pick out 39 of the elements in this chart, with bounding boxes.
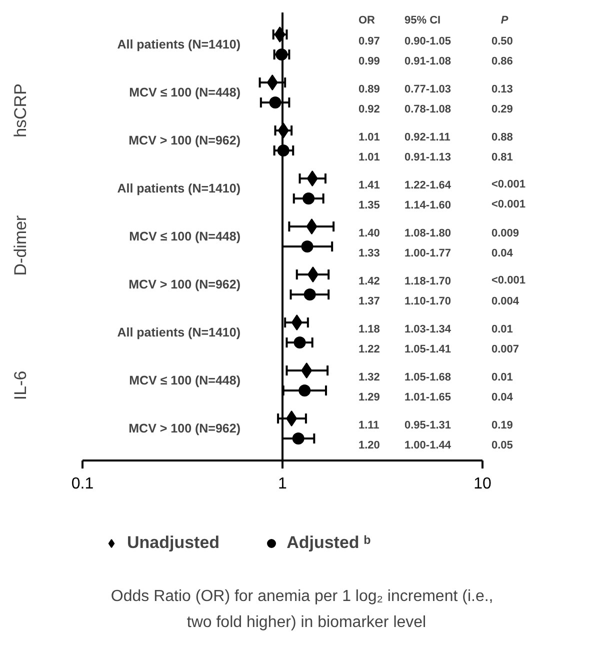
text: 1.18 1.03-1.34 0.01 bbox=[358, 324, 513, 336]
text: 1.41 1.22-1.64 <0.001 bbox=[358, 178, 526, 192]
text: 1.35 1.14-1.60 <0.001 bbox=[358, 198, 526, 212]
y-tick-label: All patients (N=1410) bbox=[117, 38, 241, 52]
text: 1.37 1.10-1.70 0.004 bbox=[358, 296, 520, 308]
text: 1.32 1.05-1.68 0.01 bbox=[358, 372, 513, 384]
text: 1.33 1.00-1.77 0.04 bbox=[358, 248, 513, 260]
text: 1.20 1.00-1.44 0.05 bbox=[358, 440, 513, 452]
text: 1.40 1.08-1.80 0.009 bbox=[358, 228, 520, 240]
y-tick-label: All patients (N=1410) bbox=[117, 182, 241, 196]
text: 1.01 0.92-1.11 0.88 bbox=[358, 132, 513, 144]
x-tick-label: 0.1 bbox=[71, 476, 94, 492]
y-tick-label: MCV ≤ 100 (N=448) bbox=[129, 374, 240, 388]
legend-label: Unadjusted bbox=[127, 533, 220, 553]
text: 0.92 0.78-1.08 0.29 bbox=[358, 104, 513, 116]
text: 0.89 0.77-1.03 0.13 bbox=[358, 84, 513, 96]
y-tick-label: MCV > 100 (N=962) bbox=[128, 278, 240, 292]
text: 1.29 1.01-1.65 0.04 bbox=[358, 392, 513, 404]
text: 0.99 0.91-1.08 0.86 bbox=[358, 56, 513, 68]
y-tick-label: MCV > 100 (N=962) bbox=[128, 422, 240, 436]
text: 1.01 0.91-1.13 0.81 bbox=[358, 152, 513, 164]
text: D-dimer bbox=[11, 214, 30, 276]
text: Odds Ratio (OR) for anemia per 1 log₂ increment (i.e., two fold higher) in biomarker level bbox=[110, 588, 494, 631]
y-tick-label: MCV ≤ 100 (N=448) bbox=[129, 230, 240, 244]
y-tick-label: MCV > 100 (N=962) bbox=[128, 134, 240, 148]
text: hsCRP bbox=[11, 84, 30, 138]
y-tick-label: MCV ≤ 100 (N=448) bbox=[129, 86, 240, 100]
legend-label: Adjusted ᵇ bbox=[286, 533, 371, 553]
text: 1.11 0.95-1.31 0.19 bbox=[358, 420, 513, 432]
text: 1.42 1.18-1.70 <0.001 bbox=[358, 274, 526, 288]
y-tick-label: All patients (N=1410) bbox=[117, 326, 241, 340]
text: 0.97 0.90-1.05 0.50 bbox=[358, 36, 513, 48]
x-tick-label: 1 bbox=[278, 476, 288, 492]
text: IL-6 bbox=[11, 370, 30, 400]
annotation: OR bbox=[358, 14, 376, 26]
x-tick-label: 10 bbox=[474, 476, 492, 492]
text: P bbox=[500, 14, 509, 26]
text: 1.22 1.05-1.41 0.007 bbox=[358, 344, 520, 356]
annotation: 95% CI bbox=[404, 14, 441, 26]
